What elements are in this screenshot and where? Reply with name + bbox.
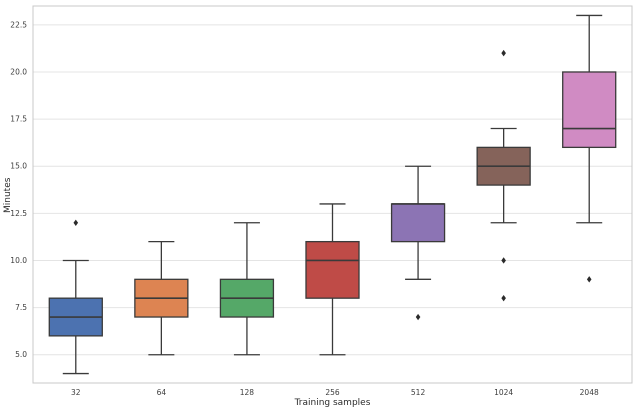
x-tick-label: 64 bbox=[157, 388, 167, 397]
y-tick-label: 12.5 bbox=[10, 209, 27, 218]
x-axis-label: Training samples bbox=[294, 398, 371, 408]
x-tick-label: 1024 bbox=[494, 388, 513, 397]
y-tick-label: 22.5 bbox=[10, 20, 27, 29]
plot-frame bbox=[32, 5, 633, 384]
y-tick-label: 7.5 bbox=[15, 303, 27, 312]
y-tick-label: 15.0 bbox=[10, 162, 27, 171]
x-tick-label: 512 bbox=[411, 388, 426, 397]
x-tick-label: 128 bbox=[240, 388, 255, 397]
y-tick-label: 5.0 bbox=[15, 350, 27, 359]
box-2048 bbox=[562, 71, 617, 149]
outlier-marker bbox=[73, 219, 79, 226]
outlier-marker bbox=[501, 257, 506, 264]
y-axis-label: Minutes bbox=[3, 177, 13, 213]
outlier-marker bbox=[501, 294, 506, 302]
y-tick-label: 20.0 bbox=[10, 67, 27, 76]
x-tick-label: 256 bbox=[325, 388, 340, 397]
y-tick-label: 10.0 bbox=[10, 256, 27, 265]
outlier-marker bbox=[501, 49, 506, 57]
x-tick-label: 2048 bbox=[580, 388, 599, 397]
y-tick-label: 17.5 bbox=[10, 115, 27, 124]
x-tick-label: 32 bbox=[71, 388, 81, 397]
box-512 bbox=[390, 203, 446, 243]
outlier-marker bbox=[415, 313, 421, 321]
outlier-marker bbox=[586, 276, 592, 283]
box-256 bbox=[305, 240, 360, 299]
